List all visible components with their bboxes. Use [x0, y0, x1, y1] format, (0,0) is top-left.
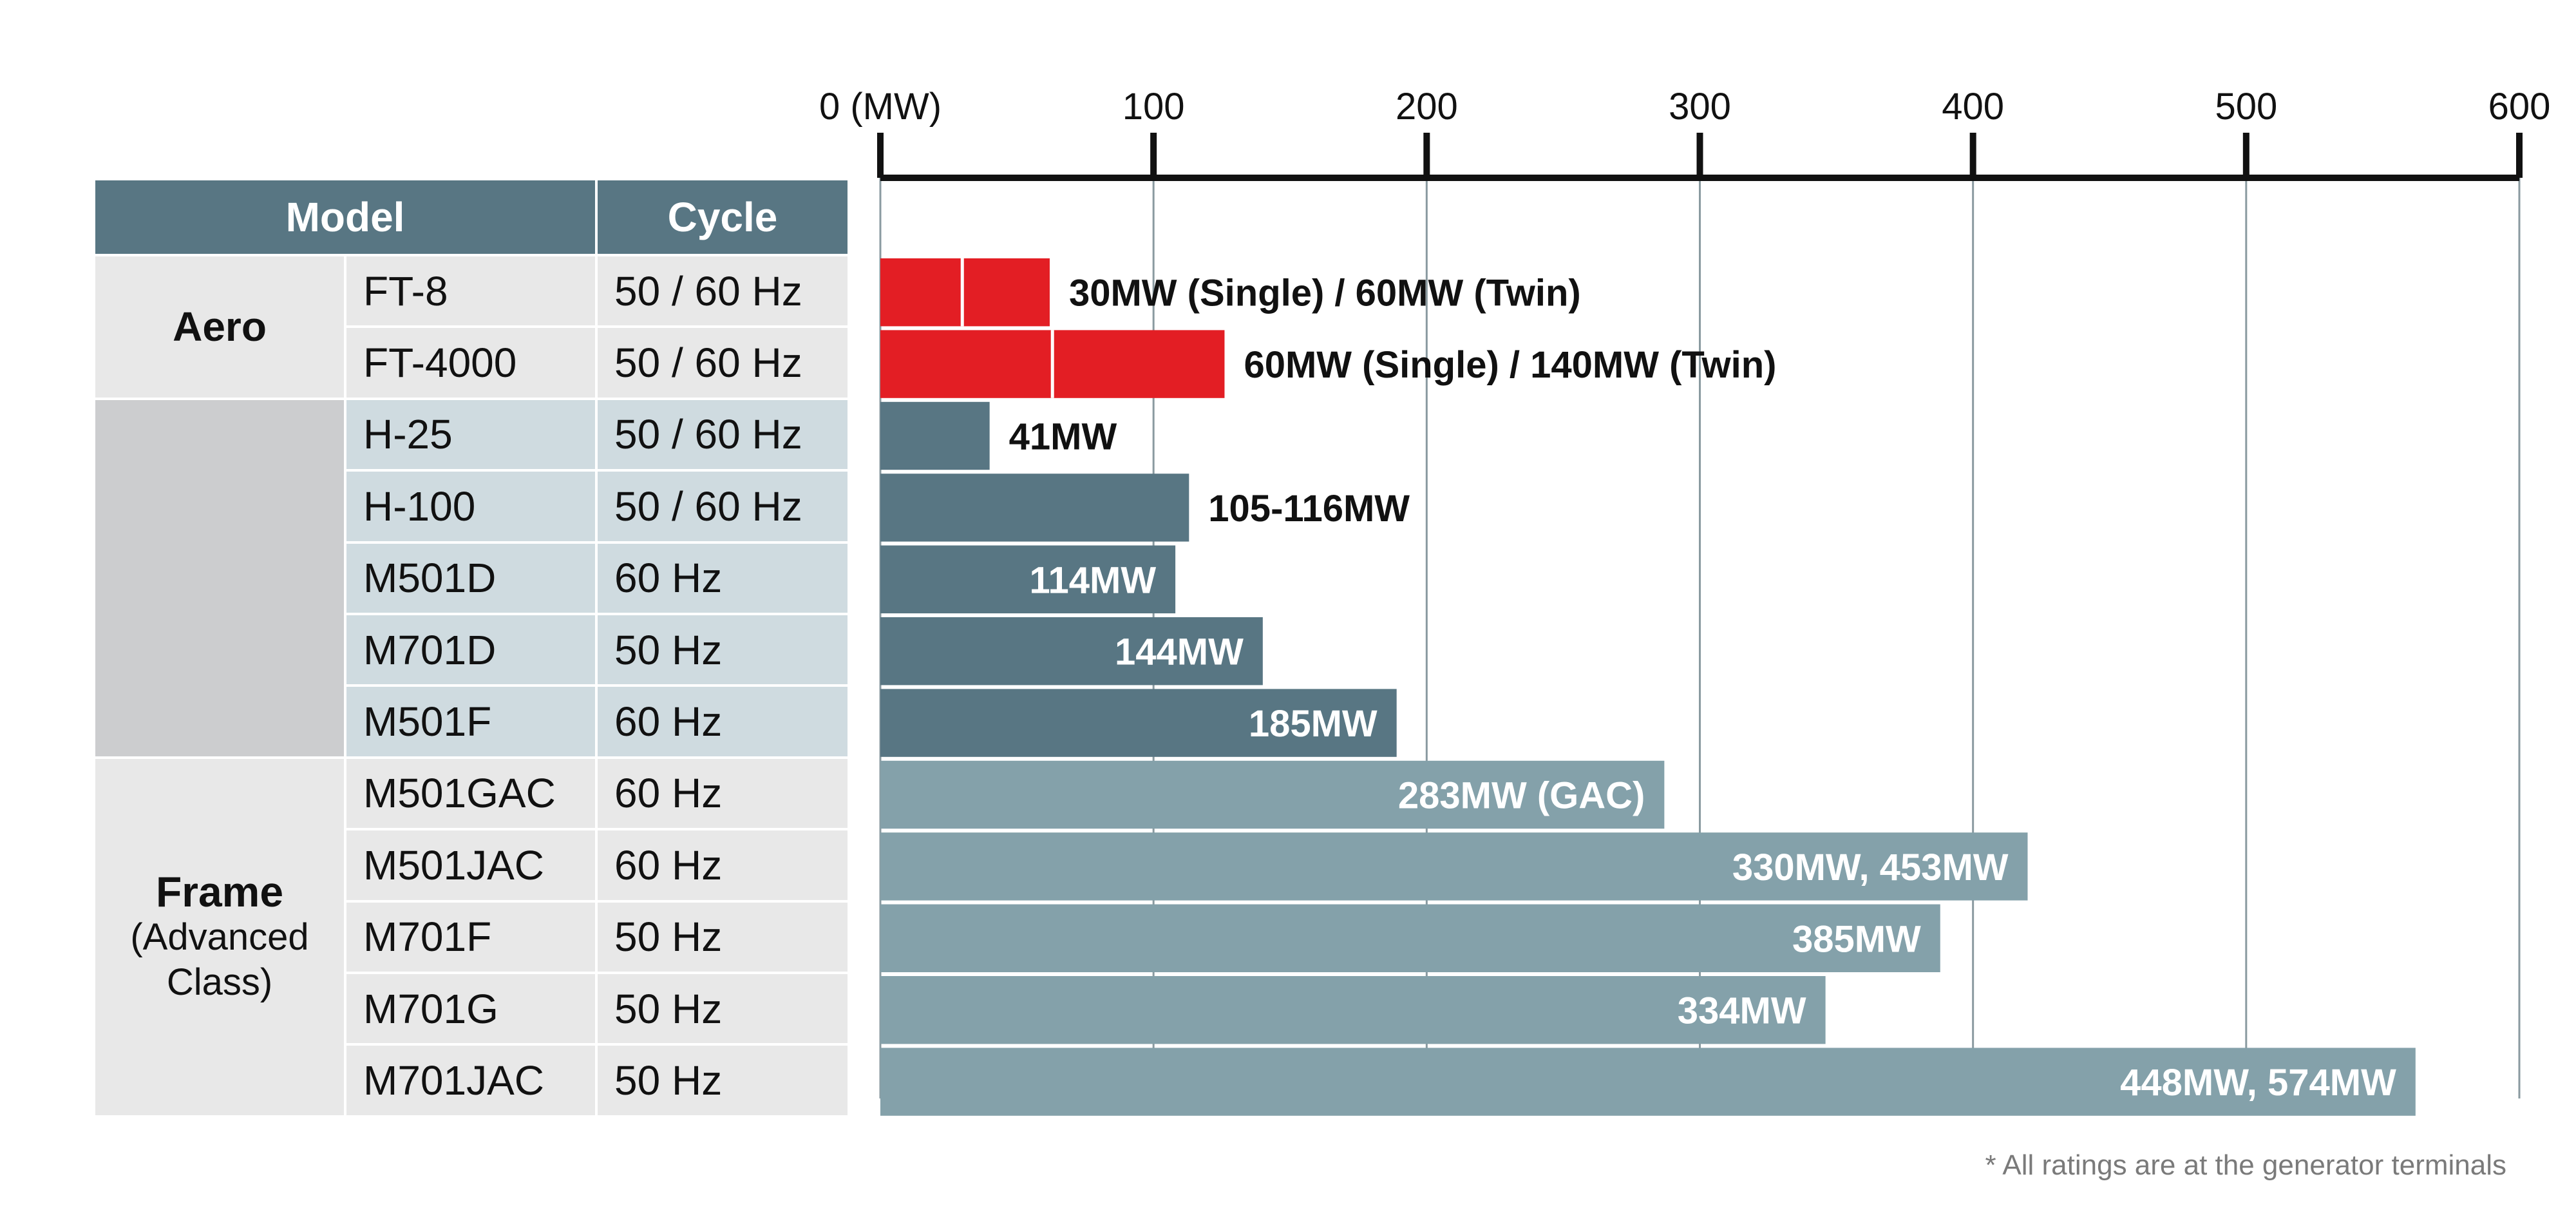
table-row: M501F 60 Hz	[94, 684, 850, 759]
tick-label: 200	[1396, 86, 1458, 128]
table-row: Aero FT-8 50 / 60 Hz	[93, 253, 850, 400]
cycle-value: 50 / 60 Hz	[595, 325, 850, 400]
table-row: M701JAC 50 Hz	[94, 1043, 850, 1118]
tick-label: 500	[2215, 86, 2277, 128]
group-frame-title: Frame	[155, 868, 284, 916]
group-cell-unlabeled	[93, 397, 346, 759]
data-label: 334MW	[1678, 990, 1806, 1032]
tick-label: 400	[1942, 86, 2004, 128]
model-table: Model Cycle Aero FT-8 50 / 60 Hz FT-4000…	[93, 178, 850, 1118]
bar-labels: 30MW (Single) / 60MW (Twin) 60MW (Single)…	[1009, 273, 2396, 1104]
group-frame-subtitle-line2: Class)	[166, 961, 273, 1004]
cycle-value: 50 Hz	[595, 971, 850, 1046]
bar	[880, 545, 1176, 613]
model-name: M701G	[344, 971, 598, 1046]
model-name: FT-8	[344, 253, 598, 329]
tick-label: 600	[2488, 86, 2551, 128]
bar	[880, 401, 990, 470]
data-label: 30MW (Single) / 60MW (Twin)	[1069, 273, 1581, 314]
cycle-value: 50 Hz	[595, 612, 850, 687]
bar	[880, 976, 1826, 1044]
group-frame-subtitle-line1: (Advanced	[130, 916, 309, 959]
cycle-value: 60 Hz	[595, 828, 850, 903]
data-label: 283MW (GAC)	[1398, 775, 1645, 817]
model-name: M701F	[344, 899, 598, 974]
model-name: M701JAC	[344, 1043, 598, 1118]
bar	[880, 904, 1940, 972]
tick-label: 0 (MW)	[819, 86, 942, 128]
model-name: H-100	[344, 469, 598, 544]
data-label: 114MW	[1029, 559, 1156, 601]
data-label: 105-116MW	[1208, 488, 1410, 530]
bar	[880, 689, 1397, 757]
bar	[880, 258, 1050, 327]
bar	[880, 617, 1263, 685]
data-label: 385MW	[1792, 918, 1921, 960]
data-label: 144MW	[1115, 631, 1244, 673]
model-name: M701D	[344, 612, 598, 687]
table-row: Frame (Advanced Class) M501GAC 60 Hz	[93, 756, 850, 1118]
cycle-value: 60 Hz	[595, 541, 850, 615]
group-label-aero: Aero	[93, 254, 346, 400]
footnote: * All ratings are at the generator termi…	[1985, 1149, 2506, 1181]
table-row: M701F 50 Hz	[94, 899, 850, 974]
cycle-value: 50 / 60 Hz	[595, 253, 850, 329]
cycle-value: 50 Hz	[595, 899, 850, 974]
bar	[880, 760, 1665, 829]
data-label: 41MW	[1009, 416, 1117, 458]
model-name: M501F	[344, 684, 598, 759]
model-name: FT-4000	[344, 325, 598, 400]
cycle-value: 50 / 60 Hz	[595, 397, 850, 472]
tick-label: 300	[1669, 86, 1731, 128]
bars	[880, 258, 2416, 1116]
bar	[880, 1048, 2416, 1116]
x-axis: 0 (MW) 100 200 300 400 500 600	[819, 86, 2551, 181]
table-row: M501D 60 Hz	[94, 541, 850, 615]
table-row: M701D 50 Hz	[94, 612, 850, 687]
model-name: M501D	[344, 541, 598, 615]
header-cycle: Cycle	[595, 178, 850, 256]
table-row: FT-4000 50 / 60 Hz	[94, 325, 850, 400]
table-row: M701G 50 Hz	[94, 971, 850, 1046]
table-row: H-25 50 / 60 Hz	[93, 397, 850, 759]
header-model: Model	[93, 178, 598, 256]
table-row: H-100 50 / 60 Hz	[94, 469, 850, 544]
group-label-frame: Frame (Advanced Class)	[93, 756, 346, 1118]
model-name: M501GAC	[344, 756, 598, 831]
data-label: 330MW, 453MW	[1732, 847, 2009, 888]
cycle-value: 50 / 60 Hz	[595, 469, 850, 544]
data-label: 448MW, 574MW	[2120, 1062, 2396, 1104]
data-label: 185MW	[1249, 703, 1378, 745]
bar	[880, 474, 1189, 542]
cycle-value: 50 Hz	[595, 1043, 850, 1118]
cycle-value: 60 Hz	[595, 756, 850, 831]
cycle-value: 60 Hz	[595, 684, 850, 759]
tick-label: 100	[1122, 86, 1185, 128]
model-name: H-25	[344, 397, 598, 472]
model-name: M501JAC	[344, 828, 598, 903]
data-label: 60MW (Single) / 140MW (Twin)	[1244, 344, 1776, 386]
bar	[880, 832, 2028, 901]
table-row: M501JAC 60 Hz	[94, 828, 850, 903]
